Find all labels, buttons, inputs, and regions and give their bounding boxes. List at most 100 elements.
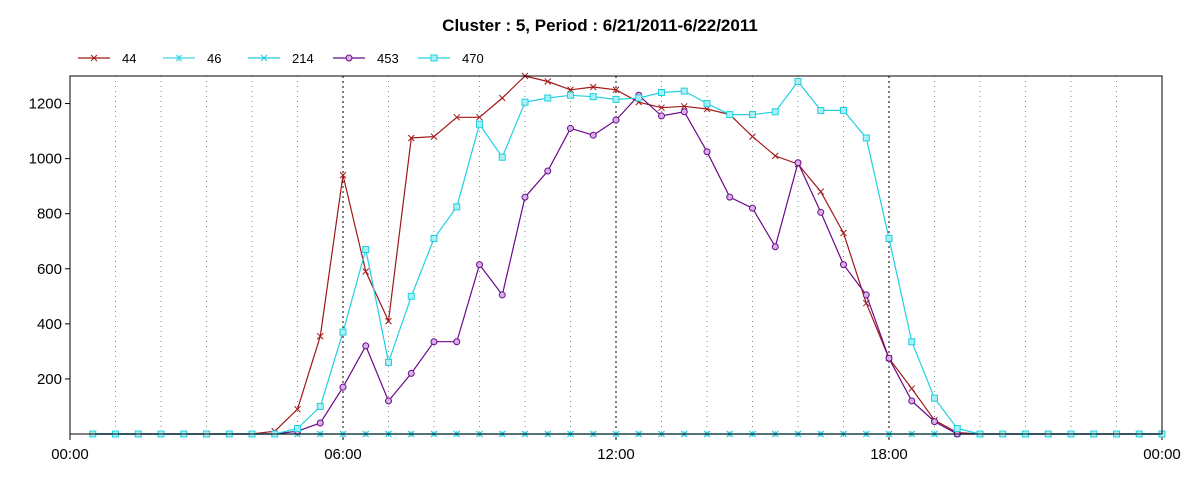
data-point [316, 402, 324, 410]
data-point [840, 229, 847, 237]
data-point [840, 261, 847, 269]
data-point [567, 86, 574, 94]
data-point [521, 193, 529, 201]
data-point [567, 91, 574, 99]
legend-item: 470 [418, 51, 484, 66]
data-point [362, 342, 370, 350]
data-point [612, 86, 620, 94]
data-point [658, 89, 665, 97]
data-point [931, 418, 938, 426]
data-point [453, 338, 461, 346]
data-point [612, 95, 620, 103]
data-point [635, 94, 643, 102]
data-point [703, 148, 711, 156]
data-point [908, 338, 916, 346]
x-tick-label: 00:00 [51, 446, 89, 463]
x-tick-label: 18:00 [870, 446, 908, 463]
data-point [339, 171, 347, 179]
data-point [521, 98, 529, 106]
data-point [726, 111, 734, 119]
x-tick-label: 12:00 [597, 446, 635, 463]
data-point [749, 204, 756, 212]
data-point [430, 54, 438, 62]
data-point [362, 268, 370, 275]
data-point [589, 83, 597, 91]
data-point [407, 292, 415, 300]
data-point [430, 338, 438, 346]
data-point [476, 120, 483, 128]
data-point [385, 397, 392, 405]
data-point [498, 153, 506, 161]
data-point [90, 54, 98, 62]
y-tick-label: 200 [37, 371, 62, 388]
data-point [680, 87, 688, 95]
data-point [567, 124, 574, 132]
data-point [840, 106, 847, 114]
data-point [680, 108, 688, 116]
data-point [430, 133, 438, 140]
data-point [362, 245, 370, 253]
data-point [385, 358, 392, 366]
data-point [407, 134, 415, 142]
grid [115, 76, 1117, 434]
data-point [453, 203, 461, 211]
y-axis: 200 400 600 800 1000 1200 [29, 96, 70, 388]
data-point [749, 133, 756, 140]
data-point [885, 234, 893, 242]
data-point [931, 394, 938, 402]
legend-label: 453 [377, 51, 399, 66]
data-point [862, 134, 870, 142]
legend: 44 46 214 453 470 [78, 51, 484, 66]
data-point [726, 193, 734, 201]
data-point [703, 105, 711, 113]
data-point [316, 332, 324, 340]
data-point [294, 424, 301, 432]
data-point [345, 54, 353, 62]
data-point [589, 131, 597, 139]
data-point [339, 328, 347, 336]
data-point [794, 78, 802, 86]
series-470 [89, 78, 1166, 438]
legend-label: 214 [292, 51, 314, 66]
data-point [771, 243, 779, 251]
y-tick-label: 600 [37, 261, 62, 278]
plot-series [89, 72, 1166, 438]
y-tick-label: 1200 [29, 96, 62, 113]
data-point [498, 291, 506, 299]
data-point [498, 94, 506, 102]
y-tick-label: 400 [37, 316, 62, 333]
legend-label: 470 [462, 51, 484, 66]
data-point [703, 100, 711, 108]
data-point [817, 188, 825, 196]
data-point [175, 54, 183, 62]
y-tick-label: 800 [37, 206, 62, 223]
data-point [908, 385, 916, 392]
data-point [294, 405, 301, 413]
series-44 [89, 72, 1166, 438]
legend-item: 453 [333, 51, 399, 66]
legend-item: 214 [248, 51, 314, 66]
plot-frame [69, 75, 1163, 435]
data-point [862, 291, 870, 299]
legend-label: 44 [122, 51, 136, 66]
data-point [260, 54, 268, 62]
data-point [430, 234, 438, 242]
data-point [908, 397, 916, 405]
chart-title: Cluster : 5, Period : 6/21/2011-6/22/201… [442, 16, 758, 35]
data-point [544, 78, 552, 85]
data-point [476, 261, 483, 269]
data-point [476, 113, 483, 121]
data-point [658, 104, 665, 112]
legend-item: 44 [78, 51, 136, 66]
legend-item: 46 [163, 51, 221, 66]
data-point [794, 159, 802, 167]
data-point [589, 93, 597, 101]
data-point [680, 102, 688, 110]
data-point [771, 108, 779, 116]
data-point [953, 424, 961, 432]
series-line [92, 75, 1162, 435]
x-axis: 00:00 06:00 12:00 18:00 00:00 [51, 434, 1181, 463]
series-line [92, 94, 1162, 435]
x-tick-label: 06:00 [324, 446, 362, 463]
